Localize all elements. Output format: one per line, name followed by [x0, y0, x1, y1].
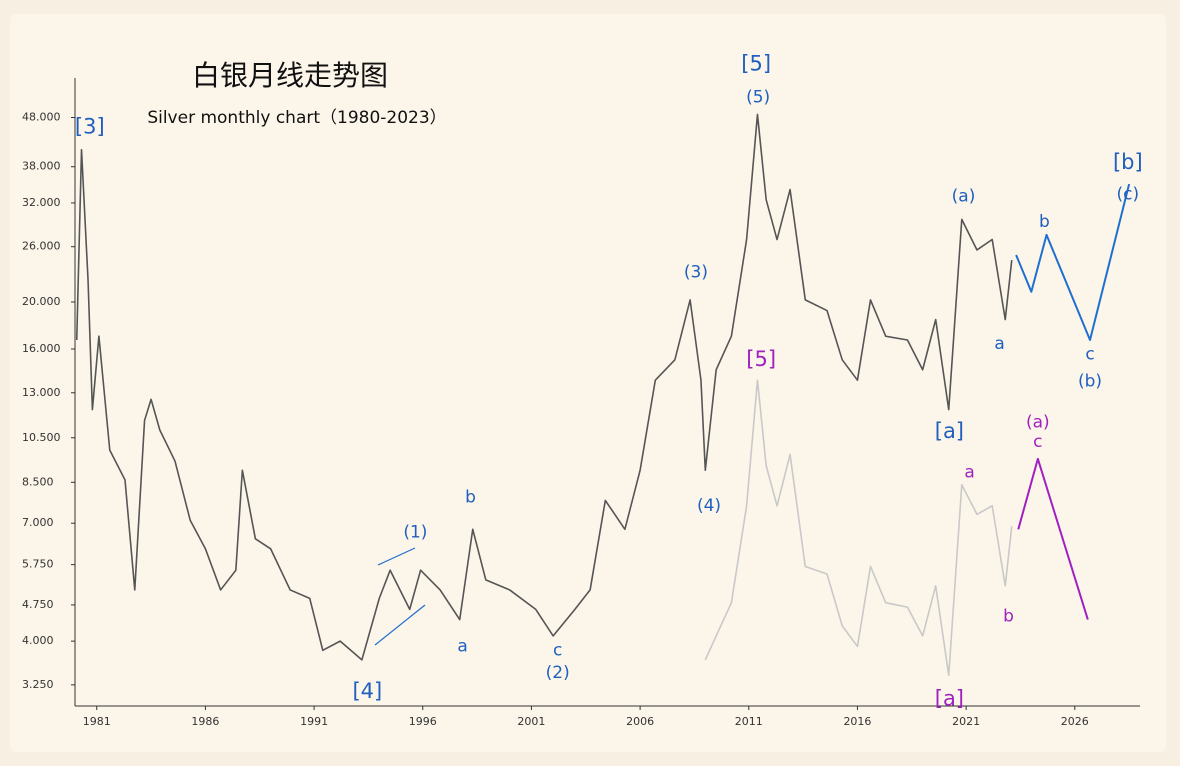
triangle-line: [374, 604, 426, 646]
panel: [10, 14, 1166, 752]
y-tick-label: 4.000: [22, 634, 54, 647]
x-tick-label: 1986: [191, 715, 219, 728]
chart-subtitle: Silver monthly chart（1980-2023）: [147, 108, 446, 128]
wave-label: [5]: [741, 52, 771, 76]
y-tick-label: 16.000: [22, 342, 61, 355]
y-tick-label: 8.500: [22, 475, 54, 488]
wave-label: [3]: [75, 114, 105, 138]
y-tick-label: 3.250: [22, 678, 54, 691]
wave-label: a: [994, 334, 1004, 354]
wave-label: [a]: [935, 687, 964, 711]
wave-label: c: [1033, 432, 1042, 452]
y-tick-label: 7.000: [22, 516, 54, 529]
wave-label: (c): [1117, 185, 1140, 205]
x-tick-label: 2006: [626, 715, 654, 728]
wave-label: (4): [697, 496, 721, 516]
y-tick-label: 13.000: [22, 386, 61, 399]
y-tick-label: 26.000: [22, 240, 61, 253]
wave-label: (2): [546, 663, 570, 683]
y-tick-label: 48.000: [22, 111, 61, 124]
wave-label: b: [1003, 606, 1014, 626]
y-tick-label: 32.000: [22, 196, 61, 209]
wave-label: b: [465, 488, 476, 508]
price-line: [1015, 183, 1131, 341]
x-tick-label: 1991: [300, 715, 328, 728]
wave-label: (1): [403, 522, 427, 542]
wave-label: (3): [684, 263, 708, 283]
x-tick-label: 2016: [843, 715, 871, 728]
x-tick-label: 2021: [952, 715, 980, 728]
wave-label: (b): [1078, 372, 1102, 392]
wave-label: c: [1085, 344, 1094, 364]
triangle-line: [377, 547, 416, 566]
y-tick-label: 10.500: [22, 431, 61, 444]
wave-label: [4]: [352, 679, 382, 703]
price-line: [1017, 457, 1089, 620]
x-tick-label: 1996: [409, 715, 437, 728]
wave-label: b: [1039, 212, 1050, 232]
x-tick-label: 2001: [517, 715, 545, 728]
y-tick-label: 20.000: [22, 295, 61, 308]
x-tick-label: 2026: [1061, 715, 1089, 728]
y-tick-label: 4.750: [22, 598, 54, 611]
y-tick-label: 38.000: [22, 160, 61, 173]
wave-label: [a]: [935, 419, 964, 443]
chart-title: 白银月线走势图: [192, 59, 388, 92]
wave-label: [b]: [1113, 150, 1143, 174]
x-tick-label: 2011: [735, 715, 763, 728]
price-line: [704, 379, 1013, 677]
wave-label: c: [553, 640, 562, 660]
wave-label: a: [964, 463, 974, 483]
wave-label: (a): [1026, 412, 1050, 432]
wave-label: (5): [746, 87, 770, 107]
wave-label: (a): [952, 186, 976, 206]
wave-label: [5]: [746, 347, 776, 371]
price-line: [75, 113, 1013, 661]
wave-label: a: [457, 636, 467, 656]
x-tick-label: 1981: [83, 715, 111, 728]
y-tick-label: 5.750: [22, 558, 54, 571]
